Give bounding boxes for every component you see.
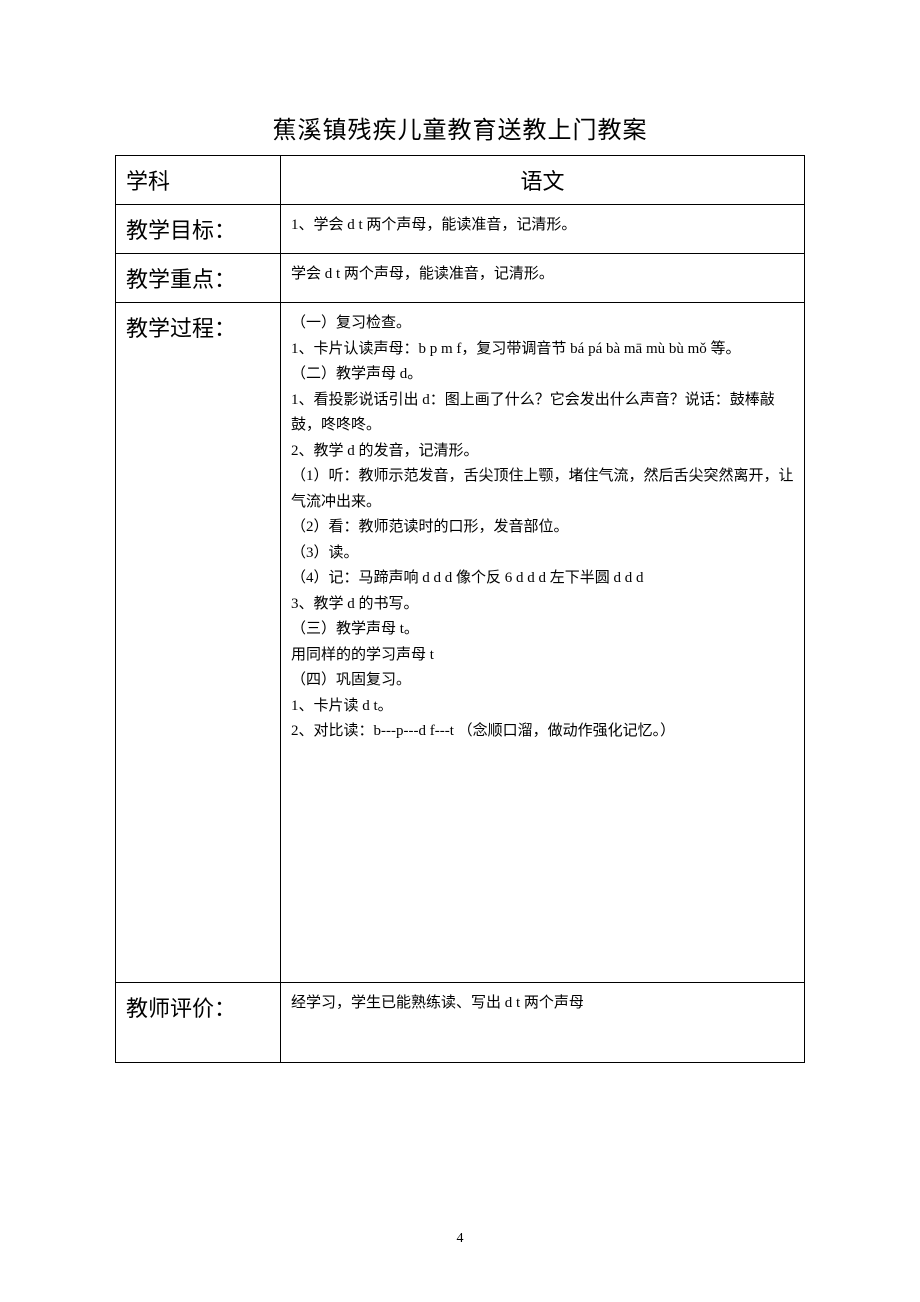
subject-label: 学科 bbox=[116, 156, 281, 205]
goal-label: 教学目标： bbox=[116, 205, 281, 254]
process-line: 3、教学 d 的书写。 bbox=[291, 592, 794, 618]
lesson-plan-table: 学科 语文 教学目标： 1、学会 d t 两个声母，能读准音，记清形。 教学重点… bbox=[115, 155, 805, 1063]
process-line: （三）教学声母 t。 bbox=[291, 617, 794, 643]
page-title: 蕉溪镇残疾儿童教育送教上门教案 bbox=[115, 110, 805, 145]
table-row-goal: 教学目标： 1、学会 d t 两个声母，能读准音，记清形。 bbox=[116, 205, 805, 254]
table-row-subject: 学科 语文 bbox=[116, 156, 805, 205]
table-row-focus: 教学重点： 学会 d t 两个声母，能读准音，记清形。 bbox=[116, 254, 805, 303]
evaluation-value: 经学习，学生已能熟练读、写出 d t 两个声母 bbox=[281, 983, 805, 1063]
table-row-process: 教学过程： （一）复习检查。1、卡片认读声母：b p m f，复习带调音节 bá… bbox=[116, 303, 805, 983]
process-line: （3）读。 bbox=[291, 541, 794, 567]
process-line: （一）复习检查。 bbox=[291, 311, 794, 337]
process-line: 用同样的的学习声母 t bbox=[291, 643, 794, 669]
process-line: 1、卡片读 d t。 bbox=[291, 694, 794, 720]
process-line: （2）看：教师范读时的口形，发音部位。 bbox=[291, 515, 794, 541]
process-line: 1、看投影说话引出 d：图上画了什么？它会发出什么声音？说话：鼓棒敲鼓，咚咚咚。 bbox=[291, 388, 794, 439]
process-line: 2、教学 d 的发音，记清形。 bbox=[291, 439, 794, 465]
process-line: 2、对比读：b---p---d f---t （念顺口溜，做动作强化记忆。） bbox=[291, 719, 794, 745]
process-line: 1、卡片认读声母：b p m f，复习带调音节 bá pá bà mā mù b… bbox=[291, 337, 794, 363]
goal-value: 1、学会 d t 两个声母，能读准音，记清形。 bbox=[281, 205, 805, 254]
process-line: （四）巩固复习。 bbox=[291, 668, 794, 694]
process-label: 教学过程： bbox=[116, 303, 281, 983]
focus-label: 教学重点： bbox=[116, 254, 281, 303]
focus-value: 学会 d t 两个声母，能读准音，记清形。 bbox=[281, 254, 805, 303]
process-line: （4）记：马蹄声响 d d d 像个反 6 d d d 左下半圆 d d d bbox=[291, 566, 794, 592]
process-line: （二）教学声母 d。 bbox=[291, 362, 794, 388]
process-value: （一）复习检查。1、卡片认读声母：b p m f，复习带调音节 bá pá bà… bbox=[281, 303, 805, 983]
process-line: （1）听：教师示范发音，舌尖顶住上颚，堵住气流，然后舌尖突然离开，让气流冲出来。 bbox=[291, 464, 794, 515]
page-number: 4 bbox=[0, 1231, 920, 1247]
table-row-evaluation: 教师评价： 经学习，学生已能熟练读、写出 d t 两个声母 bbox=[116, 983, 805, 1063]
evaluation-label: 教师评价： bbox=[116, 983, 281, 1063]
subject-value: 语文 bbox=[281, 156, 805, 205]
